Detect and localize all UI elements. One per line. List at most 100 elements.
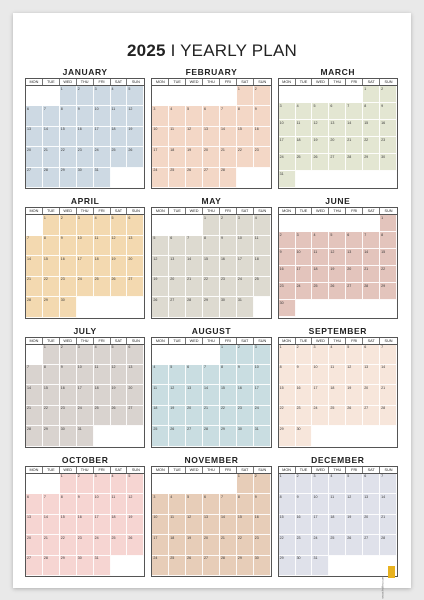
day-cell[interactable]: 31 [94,168,111,188]
day-cell[interactable]: 28 [203,426,220,446]
day-cell[interactable]: 17 [152,535,169,555]
day-cell[interactable]: 20 [127,385,144,405]
day-cell[interactable]: 13 [26,515,43,535]
day-cell[interactable]: 1 [363,86,380,103]
day-cell[interactable]: 16 [60,385,77,405]
day-cell[interactable]: 14 [380,365,397,385]
day-cell[interactable]: 13 [329,120,346,137]
day-cell[interactable]: 6 [203,106,220,126]
day-cell[interactable]: 22 [279,535,296,555]
day-cell[interactable]: 20 [169,277,186,297]
day-cell[interactable]: 3 [312,474,329,494]
day-cell[interactable]: 11 [111,494,128,514]
day-cell[interactable]: 30 [254,556,271,576]
day-cell[interactable]: 2 [254,474,271,494]
day-cell[interactable]: 27 [127,277,144,297]
day-cell[interactable]: 3 [237,215,254,235]
day-cell[interactable]: 11 [169,515,186,535]
day-cell[interactable]: 21 [26,277,43,297]
day-cell[interactable]: 11 [329,494,346,514]
day-cell[interactable]: 8 [237,494,254,514]
day-cell[interactable]: 29 [279,556,296,576]
day-cell[interactable]: 12 [111,236,128,256]
day-cell[interactable]: 28 [220,168,237,188]
day-cell[interactable]: 15 [279,515,296,535]
day-cell[interactable]: 25 [254,277,271,297]
day-cell[interactable]: 29 [60,168,77,188]
day-cell[interactable]: 24 [152,168,169,188]
day-cell[interactable]: 27 [127,406,144,426]
day-cell[interactable]: 6 [329,103,346,120]
day-cell[interactable]: 10 [94,106,111,126]
day-cell[interactable]: 7 [380,345,397,365]
day-cell[interactable]: 24 [77,277,94,297]
day-cell[interactable]: 8 [43,365,60,385]
day-cell[interactable]: 5 [111,215,128,235]
day-cell[interactable]: 16 [254,127,271,147]
day-cell[interactable]: 27 [26,556,43,576]
day-cell[interactable]: 25 [152,426,169,446]
day-cell[interactable]: 7 [203,365,220,385]
day-cell[interactable]: 26 [111,406,128,426]
day-cell[interactable]: 18 [254,256,271,276]
day-cell[interactable]: 28 [43,556,60,576]
day-cell[interactable]: 26 [169,426,186,446]
day-cell[interactable]: 30 [296,556,313,576]
day-cell[interactable]: 31 [94,556,111,576]
day-cell[interactable]: 31 [312,556,329,576]
day-cell[interactable]: 10 [279,120,296,137]
day-cell[interactable]: 16 [279,266,296,283]
day-cell[interactable]: 20 [26,535,43,555]
day-cell[interactable]: 23 [60,406,77,426]
day-cell[interactable]: 12 [312,120,329,137]
day-cell[interactable]: 27 [203,556,220,576]
day-cell[interactable]: 26 [127,535,144,555]
day-cell[interactable]: 23 [380,137,397,154]
day-cell[interactable]: 20 [363,385,380,405]
day-cell[interactable]: 5 [127,86,144,106]
day-cell[interactable]: 8 [363,103,380,120]
day-cell[interactable]: 22 [60,535,77,555]
day-cell[interactable]: 2 [296,345,313,365]
day-cell[interactable]: 16 [296,385,313,405]
day-cell[interactable]: 17 [77,256,94,276]
day-cell[interactable]: 28 [43,168,60,188]
day-cell[interactable]: 5 [329,232,346,249]
day-cell[interactable]: 10 [312,494,329,514]
day-cell[interactable]: 12 [127,106,144,126]
day-cell[interactable]: 9 [296,494,313,514]
day-cell[interactable]: 28 [380,535,397,555]
day-cell[interactable]: 9 [380,103,397,120]
day-cell[interactable]: 15 [203,256,220,276]
day-cell[interactable]: 10 [77,365,94,385]
day-cell[interactable]: 28 [363,283,380,300]
day-cell[interactable]: 7 [43,494,60,514]
day-cell[interactable]: 22 [220,406,237,426]
day-cell[interactable]: 4 [94,215,111,235]
day-cell[interactable]: 14 [26,256,43,276]
day-cell[interactable]: 31 [279,171,296,188]
day-cell[interactable]: 14 [380,494,397,514]
day-cell[interactable]: 21 [380,515,397,535]
day-cell[interactable]: 25 [94,277,111,297]
day-cell[interactable]: 29 [279,426,296,446]
day-cell[interactable]: 15 [220,385,237,405]
day-cell[interactable]: 19 [346,385,363,405]
day-cell[interactable]: 10 [152,515,169,535]
day-cell[interactable]: 30 [380,154,397,171]
day-cell[interactable]: 19 [186,535,203,555]
day-cell[interactable]: 9 [220,236,237,256]
day-cell[interactable]: 24 [237,277,254,297]
day-cell[interactable]: 25 [169,168,186,188]
day-cell[interactable]: 9 [279,249,296,266]
day-cell[interactable]: 1 [279,345,296,365]
day-cell[interactable]: 25 [329,406,346,426]
day-cell[interactable]: 5 [346,474,363,494]
day-cell[interactable]: 30 [220,297,237,317]
day-cell[interactable]: 10 [312,365,329,385]
day-cell[interactable]: 17 [254,385,271,405]
day-cell[interactable]: 19 [127,127,144,147]
day-cell[interactable]: 28 [380,406,397,426]
day-cell[interactable]: 7 [26,236,43,256]
day-cell[interactable]: 11 [329,365,346,385]
